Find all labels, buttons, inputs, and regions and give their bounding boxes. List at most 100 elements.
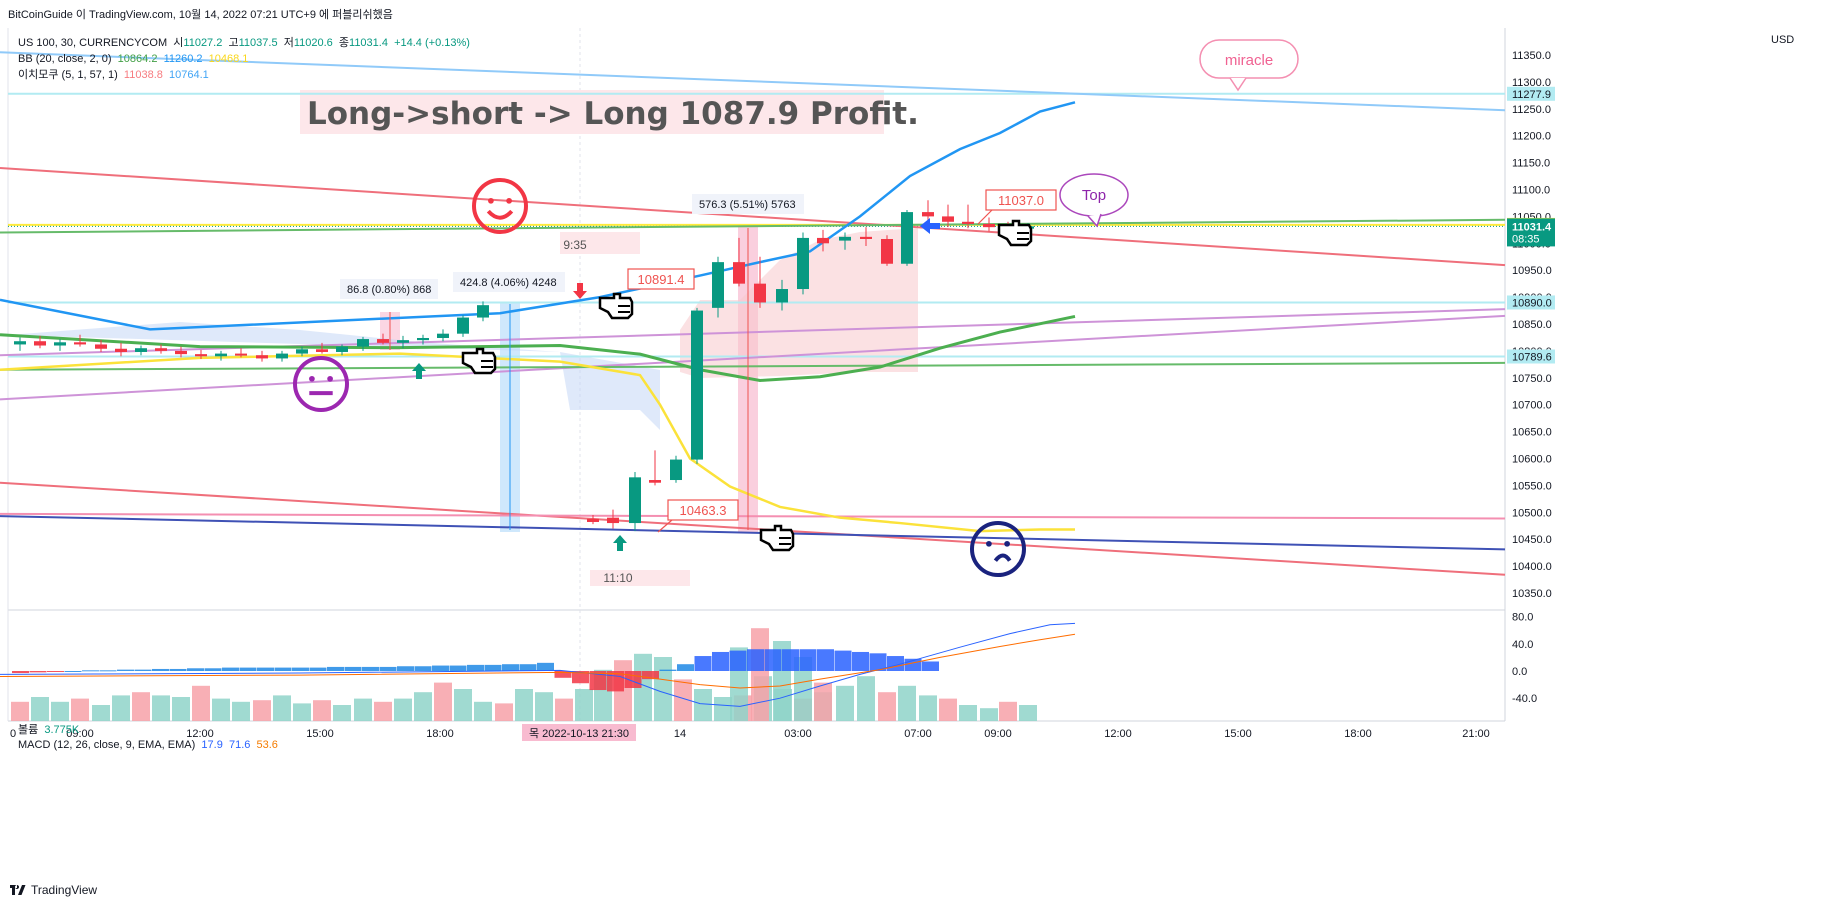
smiley-sad-icon-eye [1004,540,1010,547]
time-tick: 09:00 [984,728,1012,740]
candle[interactable] [256,355,268,359]
candle[interactable] [901,212,913,264]
candle[interactable] [629,477,641,524]
trend-line[interactable] [0,361,1506,371]
macd-hist-bar [834,650,852,671]
candle[interactable] [215,353,227,357]
candle[interactable] [276,353,288,359]
miracle-text: miracle [1225,52,1273,69]
macd-hist-bar [82,670,99,672]
trend-line[interactable] [0,51,1506,112]
candle[interactable] [922,212,934,217]
volume-bar [515,689,533,721]
candle[interactable] [336,346,348,352]
up-arrow-icon [412,363,426,379]
time-tick: 03:00 [784,728,812,740]
trend-line[interactable] [0,166,1506,267]
legend-change: +14.4 (+0.13%) [394,37,470,49]
volume-bar [878,692,896,721]
trend-line[interactable] [0,481,1506,576]
volume-name[interactable]: 볼륨 [18,724,39,736]
candle[interactable] [797,237,809,290]
volume-bar [253,700,271,721]
candle[interactable] [457,317,469,334]
candle[interactable] [942,216,954,222]
candle[interactable] [712,262,724,308]
candle[interactable] [881,238,893,264]
candle[interactable] [195,354,207,357]
candle[interactable] [983,223,995,228]
macd-hist-bar [257,667,274,671]
pointing-hand-icon[interactable] [461,347,497,375]
candle[interactable] [235,353,247,356]
candle[interactable] [316,349,328,352]
volume-bar [814,682,832,721]
candle[interactable] [437,333,449,338]
candle[interactable] [607,517,619,524]
candle[interactable] [477,305,489,318]
smiley-neutral-icon [293,356,349,412]
legend-bb-lower: 10468.1 [208,53,249,65]
candle[interactable] [115,348,127,352]
price-tick: 11100.0 [1512,185,1550,197]
footer-brand[interactable]: TradingView [10,883,97,897]
volume-bar [71,698,89,721]
candle[interactable] [860,236,872,239]
macd-hist-bar [694,656,712,671]
price-tick: 10400.0 [1512,561,1552,573]
price-tick: 10600.0 [1512,454,1552,466]
volume-bar [694,689,712,721]
candle[interactable] [754,283,766,303]
candle[interactable] [417,337,429,341]
time-label-1110: 11:10 [603,571,632,585]
pointing-hand-fingers [481,360,493,368]
candle[interactable] [377,339,389,343]
candle[interactable] [962,221,974,224]
time-tick: 07:00 [904,728,932,740]
candle[interactable] [839,236,851,241]
macd-tick: 40.0 [1512,639,1533,651]
candle[interactable] [175,350,187,355]
candle[interactable] [135,348,147,352]
trend-line[interactable] [0,314,1506,401]
candle[interactable] [691,310,703,460]
candle[interactable] [357,339,369,347]
macd-name[interactable]: MACD (12, 26, close, 9, EMA, EMA) [18,739,196,751]
legend-symbol[interactable]: US 100, 30, CURRENCYCOM [18,37,168,49]
candle[interactable] [776,289,788,303]
candle[interactable] [649,480,661,483]
miracle-bubble-tail [1229,77,1247,92]
legend-bb-name[interactable]: BB (20, close, 2, 0) [18,53,112,65]
candle[interactable] [54,342,66,346]
miracle-bubble[interactable] [1199,39,1299,79]
candle[interactable] [155,348,167,351]
price-callout-11037: 11037.0 [998,193,1044,208]
candle[interactable] [670,459,682,481]
pointing-hand-icon[interactable] [759,524,795,552]
candle[interactable] [397,340,409,343]
smiley-happy-icon-mouth [486,209,514,220]
candle[interactable] [587,518,599,522]
trend-line[interactable] [0,512,1506,520]
time-cursor-badge [522,724,636,741]
volume-bar [1019,705,1037,721]
pointing-hand-icon[interactable] [598,292,634,320]
macd-hist-bar [484,664,502,671]
price-tick: 11300.0 [1512,77,1551,89]
macd-hist-bar [677,664,694,671]
candle[interactable] [296,349,308,354]
candle[interactable] [95,344,107,349]
trend-line[interactable] [0,515,1506,551]
candle[interactable] [34,341,46,346]
candle[interactable] [733,262,745,284]
legend-bb-upper: 11260.2 [163,53,203,65]
candle[interactable] [74,342,86,345]
candle[interactable] [817,237,829,244]
pointing-hand-icon[interactable] [997,219,1033,247]
legend-ichimoku-name[interactable]: 이치모쿠 (5, 1, 57, 1) [18,69,118,81]
trend-line[interactable] [0,218,1506,234]
macd-hist-bar [799,649,817,671]
candle[interactable] [14,341,26,345]
